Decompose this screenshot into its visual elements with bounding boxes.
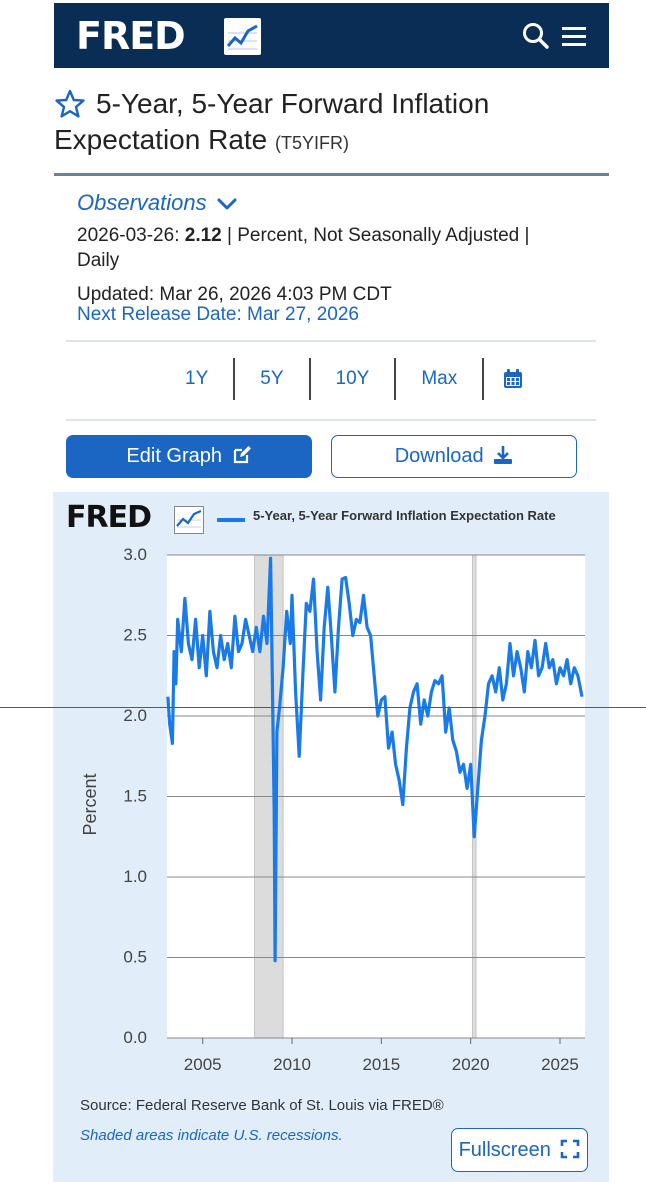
y-tick-label: 0.5: [123, 948, 147, 967]
observation-date: 2026-03-26:: [77, 225, 180, 246]
fred-logo[interactable]: FRED: [76, 14, 186, 58]
x-tick-label: 2025: [541, 1055, 579, 1074]
range-max-button[interactable]: Max: [396, 358, 485, 400]
chart-panel: FRED 5-Year, 5-Year Forward Inflation Ex…: [53, 492, 609, 1182]
download-icon: [494, 446, 513, 464]
red-guide-line: [0, 707, 646, 708]
observation-value: 2.12: [184, 225, 222, 246]
observations-toggle[interactable]: Observations: [77, 190, 207, 215]
fullscreen-button[interactable]: Fullscreen: [451, 1128, 588, 1172]
y-tick-label: 0.0: [123, 1028, 147, 1047]
page-title: 5-Year, 5-Year Forward Inflation Expecta…: [54, 86, 609, 161]
edit-icon: [233, 446, 251, 464]
fullscreen-icon: [561, 1139, 580, 1159]
x-tick-label: 2005: [184, 1055, 222, 1074]
chart-source: Source: Federal Reserve Bank of St. Loui…: [80, 1097, 444, 1114]
recession-note: Shaded areas indicate U.S. recessions.: [80, 1127, 343, 1144]
range-5y-button[interactable]: 5Y: [235, 358, 311, 400]
title-line-2: Expectation Rate: [54, 124, 268, 155]
title-divider: [54, 173, 609, 176]
download-button[interactable]: Download: [331, 435, 577, 478]
top-navbar: FRED: [54, 3, 609, 68]
edit-graph-button[interactable]: Edit Graph: [66, 435, 312, 478]
edit-graph-label: Edit Graph: [126, 445, 223, 467]
y-tick-label: 3.0: [123, 545, 147, 564]
series-id: (T5YIFR): [275, 133, 350, 153]
fred-logo-chart-icon: [224, 18, 261, 55]
latest-observation: 2026-03-26: 2.12 | Percent, Not Seasonal…: [77, 225, 529, 247]
line-chart: 0.0 0.5 1.0 1.5 2.0 2.5 3.0 2005 2010 2015 2020 202…: [80, 545, 585, 1074]
title-line-1: 5-Year, 5-Year Forward Inflation: [96, 88, 490, 119]
divider: [66, 419, 596, 421]
x-tick-label: 2020: [452, 1055, 490, 1074]
divider: [66, 340, 596, 342]
chevron-down-icon[interactable]: [216, 194, 238, 214]
x-tick-label: 2010: [273, 1055, 311, 1074]
range-selector: 1Y 5Y 10Y Max: [160, 358, 524, 400]
y-tick-label: 2.5: [123, 626, 147, 645]
search-icon[interactable]: [520, 20, 552, 52]
menu-icon[interactable]: [560, 22, 588, 50]
series-line: [166, 556, 584, 963]
y-tick-label: 1.5: [123, 787, 147, 806]
next-release-link[interactable]: Next Release Date: Mar 27, 2026: [77, 304, 359, 325]
chart-fred-logo: FRED: [66, 500, 152, 535]
fullscreen-label: Fullscreen: [458, 1139, 551, 1161]
observation-units: | Percent, Not Seasonally Adjusted |: [227, 225, 530, 246]
star-icon[interactable]: [54, 88, 86, 120]
updated-timestamp: Updated: Mar 26, 2026 4:03 PM CDT: [77, 284, 392, 305]
y-tick-label: 1.0: [123, 867, 147, 886]
range-10y-button[interactable]: 10Y: [311, 358, 397, 400]
legend-label: 5-Year, 5-Year Forward Inflation Expecta…: [253, 508, 556, 523]
chart-logo-icon: [174, 506, 204, 534]
x-tick-label: 2015: [362, 1055, 400, 1074]
calendar-icon[interactable]: [502, 368, 524, 390]
y-axis-label: Percent: [80, 773, 100, 835]
y-tick-label: 2.0: [123, 706, 147, 725]
download-label: Download: [394, 445, 484, 467]
legend-swatch: [217, 518, 245, 522]
series-title-block: 5-Year, 5-Year Forward Inflation Expecta…: [54, 86, 609, 161]
range-1y-button[interactable]: 1Y: [160, 358, 236, 400]
observation-frequency: Daily: [77, 250, 120, 271]
